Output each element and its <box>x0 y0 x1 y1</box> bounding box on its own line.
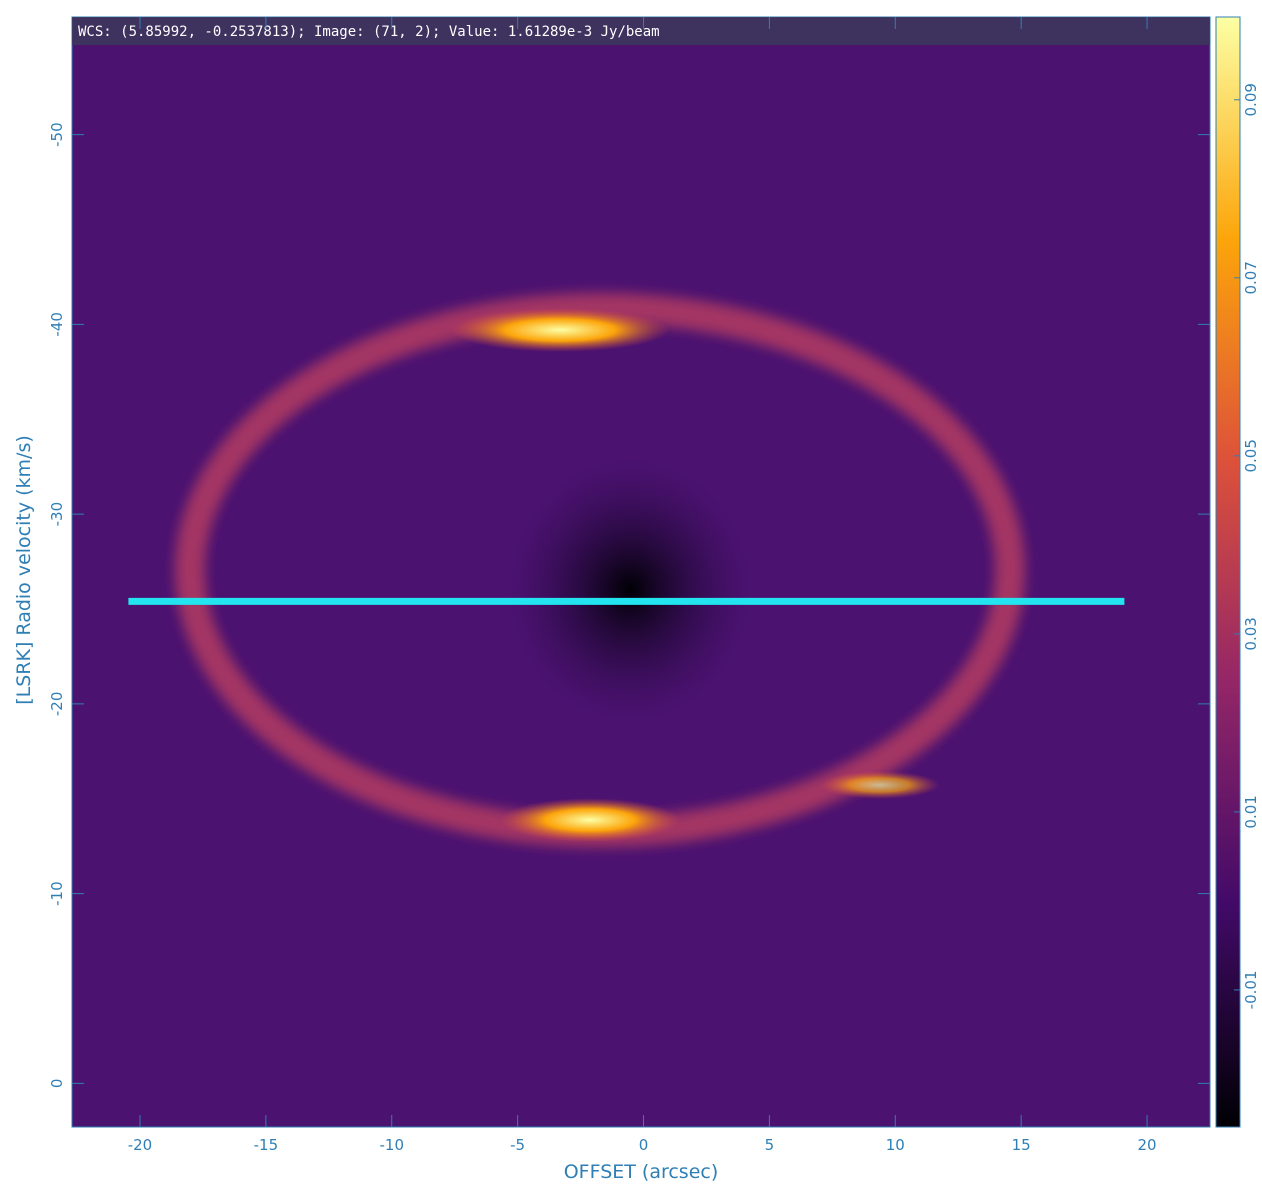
x-tick-label: 0 <box>639 1136 649 1154</box>
colorbar-tick-label: -0.01 <box>1242 971 1260 1010</box>
colorbar <box>1216 17 1240 1127</box>
y-axis-label: [LSRK] Radio velocity (km/s) <box>13 435 35 705</box>
colorbar-tick-label: 0.09 <box>1242 83 1260 116</box>
x-tick-label: -20 <box>128 1136 153 1154</box>
y-tick-label: -10 <box>48 881 66 906</box>
x-tick-label: -15 <box>254 1136 279 1154</box>
image-viewer: WCS: (5.85992, -0.2537813); Image: (71, … <box>0 0 1262 1193</box>
y-tick-label: 0 <box>48 1079 66 1089</box>
x-tick-label: 5 <box>765 1136 775 1154</box>
colorbar-tick-label: 0.03 <box>1242 617 1260 650</box>
x-tick-label: 15 <box>1012 1136 1031 1154</box>
x-tick-label: 20 <box>1138 1136 1157 1154</box>
y-tick-label: -50 <box>48 122 66 147</box>
colorbar-tick-label: 0.05 <box>1242 439 1260 472</box>
emission-peak <box>820 771 940 799</box>
y-tick-label: -20 <box>48 692 66 717</box>
colorbar-tick-label: 0.07 <box>1242 261 1260 294</box>
x-tick-label: 10 <box>886 1136 905 1154</box>
y-tick-label: -30 <box>48 502 66 527</box>
emission-peak <box>500 798 680 842</box>
colorbar-tick-label: 0.01 <box>1242 795 1260 828</box>
status-text: WCS: (5.85992, -0.2537813); Image: (71, … <box>78 24 660 40</box>
absorption <box>510 460 750 720</box>
emission-peak <box>450 308 670 352</box>
y-tick-label: -40 <box>48 312 66 337</box>
x-axis-label: OFFSET (arcsec) <box>564 1161 719 1183</box>
x-tick-label: -10 <box>379 1136 404 1154</box>
x-tick-label: -5 <box>510 1136 525 1154</box>
